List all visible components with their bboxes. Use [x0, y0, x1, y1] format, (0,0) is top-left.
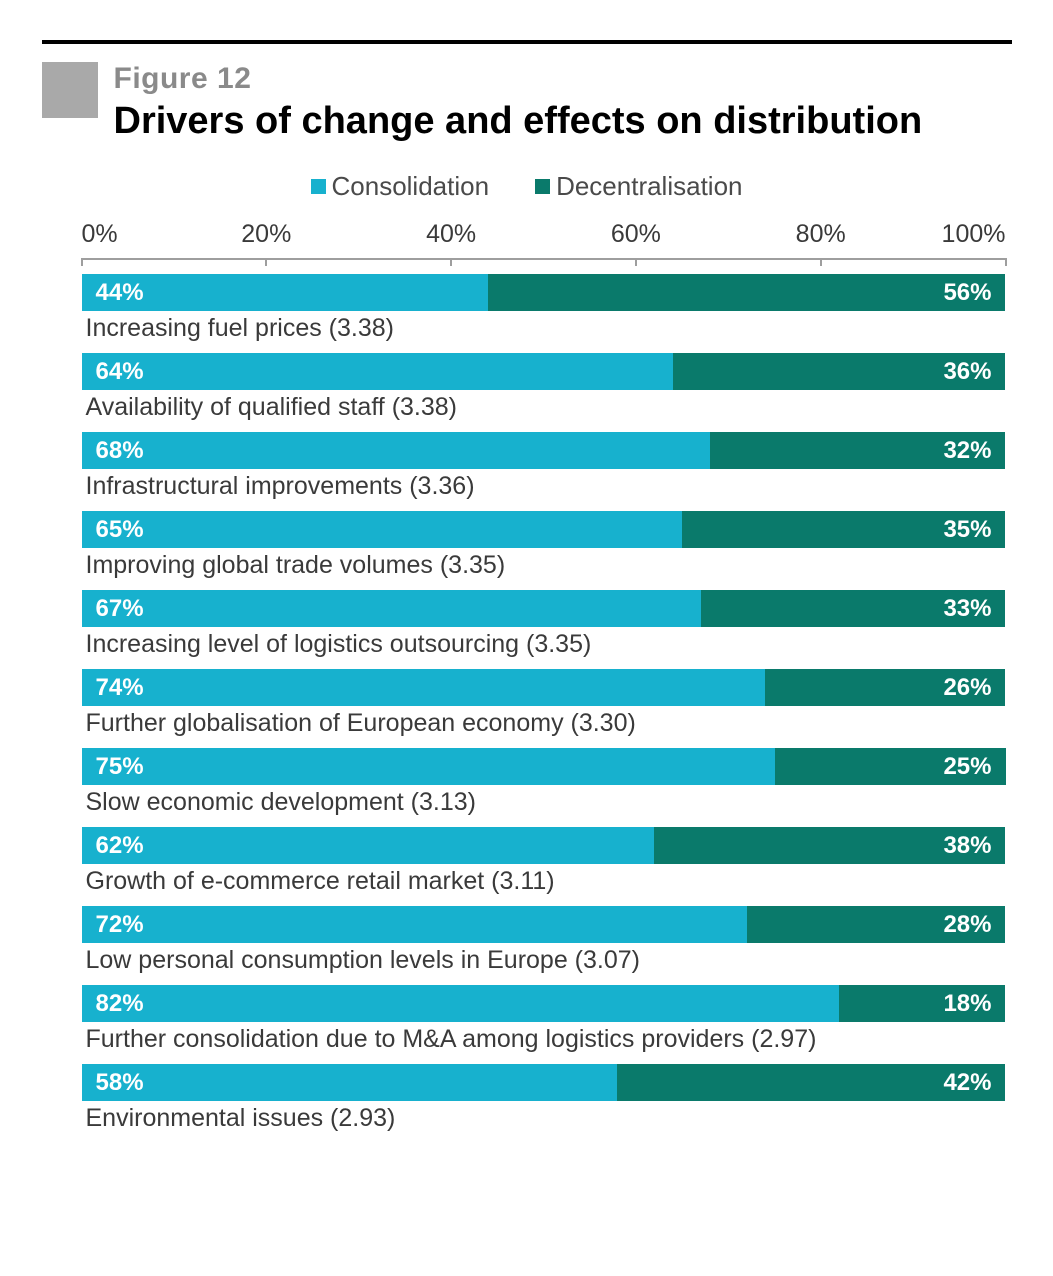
x-axis-tick: [1005, 258, 1007, 266]
bar-row-label: Growth of e-commerce retail market (3.11…: [82, 864, 1006, 904]
x-axis-tick-label: 20%: [241, 220, 291, 249]
bar-row-label: Increasing level of logistics outsourcin…: [82, 627, 1006, 667]
bar-segment-consolidation: 82%: [82, 985, 840, 1022]
stacked-bar: 75%25%: [82, 748, 1006, 785]
stacked-bar: 74%26%: [82, 669, 1006, 706]
x-axis-tick: [635, 258, 637, 266]
bar-segment-decentralisation: 38%: [654, 827, 1005, 864]
bar-row-label: Increasing fuel prices (3.38): [82, 311, 1006, 351]
bar-segment-decentralisation: 32%: [710, 432, 1006, 469]
legend-swatch-consolidation: [311, 179, 326, 194]
legend-swatch-decentralisation: [535, 179, 550, 194]
bar-segment-consolidation: 72%: [82, 906, 747, 943]
x-axis-tick: [265, 258, 267, 266]
bar-row: 58%42%Environmental issues (2.93): [82, 1064, 1006, 1141]
bar-row-label: Improving global trade volumes (3.35): [82, 548, 1006, 588]
stacked-bar: 44%56%: [82, 274, 1006, 311]
stacked-bar: 64%36%: [82, 353, 1006, 390]
stacked-bar: 68%32%: [82, 432, 1006, 469]
bar-row: 68%32%Infrastructural improvements (3.36…: [82, 432, 1006, 509]
bar-row-label: Low personal consumption levels in Europ…: [82, 943, 1006, 983]
bar-row-label: Further consolidation due to M&A among l…: [82, 1022, 1006, 1062]
bar-segment-decentralisation: 26%: [765, 669, 1005, 706]
bar-segment-decentralisation: 25%: [775, 748, 1006, 785]
x-axis-tick-label: 100%: [942, 220, 1006, 249]
bar-segment-decentralisation: 28%: [747, 906, 1006, 943]
legend-label-consolidation: Consolidation: [332, 171, 490, 202]
bar-row: 75%25%Slow economic development (3.13): [82, 748, 1006, 825]
x-axis-tick-label: 80%: [796, 220, 846, 249]
header-text: Figure 12 Drivers of change and effects …: [114, 62, 1012, 143]
bar-segment-consolidation: 58%: [82, 1064, 618, 1101]
bar-row: 72%28%Low personal consumption levels in…: [82, 906, 1006, 983]
figure-title: Drivers of change and effects on distrib…: [114, 100, 1012, 143]
stacked-bar: 58%42%: [82, 1064, 1006, 1101]
figure-header: Figure 12 Drivers of change and effects …: [42, 62, 1012, 143]
x-axis-tick: [820, 258, 822, 266]
bar-segment-decentralisation: 35%: [682, 511, 1005, 548]
bar-segment-consolidation: 44%: [82, 274, 489, 311]
bar-segment-consolidation: 64%: [82, 353, 673, 390]
legend: Consolidation Decentralisation: [42, 171, 1012, 202]
header-square-icon: [42, 62, 98, 118]
bar-row-label: Infrastructural improvements (3.36): [82, 469, 1006, 509]
bar-segment-consolidation: 68%: [82, 432, 710, 469]
bar-segment-decentralisation: 36%: [673, 353, 1006, 390]
stacked-bar: 67%33%: [82, 590, 1006, 627]
stacked-bar: 72%28%: [82, 906, 1006, 943]
bar-segment-decentralisation: 18%: [839, 985, 1005, 1022]
figure-container: Figure 12 Drivers of change and effects …: [42, 40, 1012, 1141]
bar-row: 82%18%Further consolidation due to M&A a…: [82, 985, 1006, 1062]
bar-row: 64%36%Availability of qualified staff (3…: [82, 353, 1006, 430]
bar-segment-decentralisation: 56%: [488, 274, 1005, 311]
bar-segment-decentralisation: 33%: [701, 590, 1006, 627]
stacked-bar: 62%38%: [82, 827, 1006, 864]
legend-label-decentralisation: Decentralisation: [556, 171, 742, 202]
bar-row: 62%38%Growth of e-commerce retail market…: [82, 827, 1006, 904]
x-axis-tick: [81, 258, 83, 266]
figure-label: Figure 12: [114, 62, 1012, 96]
bar-segment-consolidation: 74%: [82, 669, 766, 706]
legend-item-decentralisation: Decentralisation: [535, 171, 742, 202]
x-axis-tick-label: 0%: [82, 220, 118, 249]
bar-rows: 44%56%Increasing fuel prices (3.38)64%36…: [82, 274, 1006, 1141]
x-axis-line: [82, 258, 1006, 260]
top-rule: [42, 40, 1012, 44]
bar-segment-decentralisation: 42%: [617, 1064, 1005, 1101]
bar-segment-consolidation: 65%: [82, 511, 683, 548]
x-axis: 0%20%40%60%80%100%: [82, 226, 1006, 260]
bar-row-label: Environmental issues (2.93): [82, 1101, 1006, 1141]
bar-segment-consolidation: 67%: [82, 590, 701, 627]
legend-item-consolidation: Consolidation: [311, 171, 490, 202]
bar-segment-consolidation: 62%: [82, 827, 655, 864]
bar-row: 67%33%Increasing level of logistics outs…: [82, 590, 1006, 667]
bar-row: 65%35%Improving global trade volumes (3.…: [82, 511, 1006, 588]
bar-row: 44%56%Increasing fuel prices (3.38): [82, 274, 1006, 351]
x-axis-tick-label: 60%: [611, 220, 661, 249]
chart-area: 0%20%40%60%80%100% 44%56%Increasing fuel…: [42, 226, 1012, 1141]
stacked-bar: 82%18%: [82, 985, 1006, 1022]
bar-row-label: Further globalisation of European econom…: [82, 706, 1006, 746]
bar-row-label: Slow economic development (3.13): [82, 785, 1006, 825]
stacked-bar: 65%35%: [82, 511, 1006, 548]
bar-row-label: Availability of qualified staff (3.38): [82, 390, 1006, 430]
x-axis-tick: [450, 258, 452, 266]
x-axis-tick-label: 40%: [426, 220, 476, 249]
bar-row: 74%26%Further globalisation of European …: [82, 669, 1006, 746]
bar-segment-consolidation: 75%: [82, 748, 775, 785]
